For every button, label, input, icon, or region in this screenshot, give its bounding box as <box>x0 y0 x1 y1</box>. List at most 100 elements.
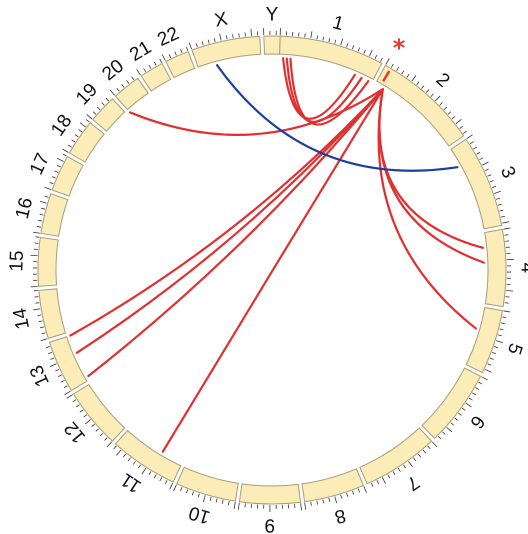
tick <box>494 190 501 194</box>
tick <box>434 95 441 102</box>
tick <box>91 423 95 428</box>
tick <box>197 493 200 498</box>
chromosome-label-X: X <box>213 9 230 32</box>
tick <box>51 176 56 179</box>
tick <box>86 119 90 123</box>
chromosome-segment-7 <box>359 427 433 485</box>
tick <box>380 57 383 62</box>
chromosome-segment-11 <box>114 429 182 483</box>
tick <box>376 480 379 485</box>
tick <box>381 477 386 484</box>
tick <box>136 69 141 76</box>
tick <box>104 437 108 441</box>
tick <box>92 111 97 115</box>
tick <box>322 36 325 41</box>
chromosome-segment-2 <box>376 64 465 147</box>
tick <box>86 114 93 120</box>
chromosome-label-10: 10 <box>186 501 212 527</box>
tick <box>174 51 177 56</box>
chromosome-label-14: 14 <box>9 306 34 331</box>
chromosome-segment-6 <box>421 367 482 440</box>
tick <box>374 55 378 59</box>
chromosome-segment-4 <box>484 228 507 308</box>
tick <box>351 45 355 50</box>
tick <box>351 490 355 495</box>
chromosome-segment-5 <box>465 306 504 374</box>
tick <box>209 496 212 501</box>
tick <box>232 34 234 39</box>
tick <box>328 38 331 43</box>
tick <box>202 495 206 503</box>
chromosome-label-Y: Y <box>266 5 279 26</box>
chromosome-label-6: 6 <box>465 411 488 432</box>
chromosome-label-1: 1 <box>330 12 346 35</box>
tick <box>226 35 228 40</box>
tick <box>72 399 77 403</box>
tick <box>62 148 69 153</box>
chromosome-segment-1 <box>279 35 383 80</box>
tick <box>148 471 152 476</box>
tick <box>99 432 104 437</box>
tick <box>39 200 47 204</box>
chromosome-label-2: 2 <box>432 69 454 92</box>
tick <box>408 461 413 468</box>
tick <box>466 134 473 139</box>
tick <box>74 134 79 138</box>
chromosome-ideogram-ring <box>37 35 507 505</box>
tick <box>201 41 204 46</box>
tick <box>439 102 443 106</box>
tick <box>446 426 453 433</box>
tick <box>316 35 318 40</box>
tick <box>153 61 157 66</box>
tick <box>487 174 492 177</box>
tick <box>406 73 410 78</box>
tick-marks <box>30 28 514 512</box>
tick <box>334 39 337 44</box>
tick <box>32 231 40 234</box>
tick <box>138 464 141 469</box>
tick <box>106 441 113 448</box>
tick <box>35 236 40 238</box>
tick <box>401 70 405 75</box>
tick <box>310 31 313 39</box>
tick <box>494 346 499 349</box>
tick <box>390 63 394 68</box>
tick <box>38 320 43 323</box>
chromosome-label-17: 17 <box>26 150 54 178</box>
tick <box>489 357 494 360</box>
tick <box>363 49 366 54</box>
chromosome-segment-9 <box>238 483 302 505</box>
tick <box>363 486 367 493</box>
tick <box>497 334 502 337</box>
tick <box>322 499 325 504</box>
tick <box>300 503 302 511</box>
tick <box>54 170 59 173</box>
chromosome-label-8: 8 <box>332 504 348 527</box>
chromosome-segment-12 <box>72 383 126 442</box>
tick <box>36 226 42 228</box>
tick <box>385 58 390 65</box>
link-2-to-13 <box>75 88 384 354</box>
tick <box>496 340 503 344</box>
link-2-to-21 <box>129 88 384 136</box>
tick <box>49 182 54 185</box>
tick <box>357 488 360 493</box>
tick <box>463 130 467 134</box>
tick <box>472 392 476 396</box>
tick <box>169 482 174 490</box>
tick <box>44 186 52 191</box>
tick <box>79 409 84 413</box>
tick <box>185 489 189 494</box>
chromosome-label-20: 20 <box>98 56 128 86</box>
tick <box>499 209 504 212</box>
tick <box>228 500 230 506</box>
chromosome-label-11: 11 <box>117 468 145 496</box>
tick <box>55 368 60 372</box>
tick <box>304 502 307 510</box>
tick <box>496 197 501 200</box>
tick <box>101 102 105 106</box>
chromosome-2-marker-line <box>382 70 391 82</box>
tick <box>497 203 502 206</box>
tick <box>411 75 417 82</box>
